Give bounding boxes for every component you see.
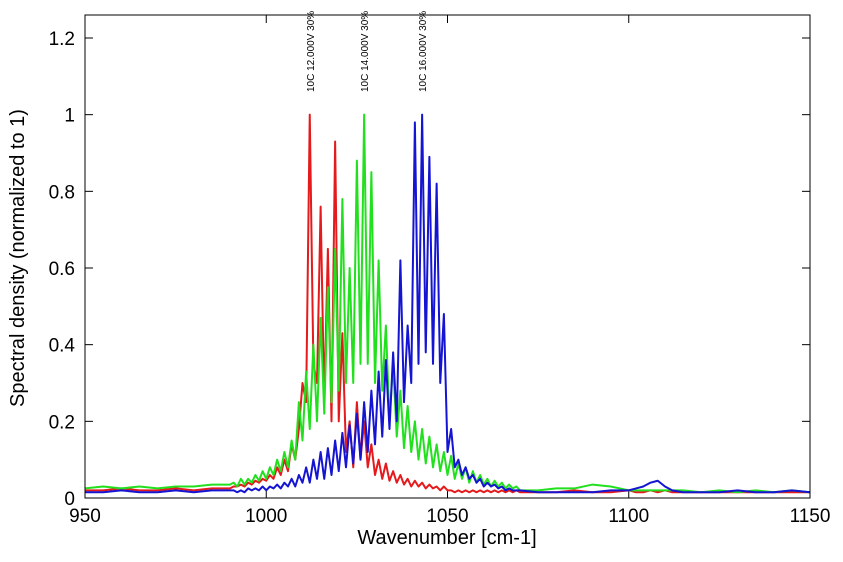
annotation: 10C 16.000V 30% [418,11,429,92]
y-tick-label: 0.4 [49,336,76,357]
series-line [84,113,811,494]
x-tick-label: 1000 [245,506,287,527]
y-tick-label: 0.6 [49,259,75,280]
y-tick-label: 0.2 [49,412,75,433]
y-tick-label: 1 [64,106,75,127]
y-tick-label: 0 [64,489,75,510]
y-axis-label: Spectral density (normalized to 1) [7,109,29,407]
annotation: 10C 14.000V 30% [360,11,371,92]
annotation: 10C 12.000V 30% [306,11,317,92]
y-tick-label: 1.2 [49,29,75,50]
x-axis-label: Wavenumber [cm-1] [357,527,536,549]
x-tick-label: 1050 [426,506,468,527]
x-tick-label: 1150 [790,506,831,527]
y-tick-label: 0.8 [49,182,75,203]
x-tick-label: 1100 [608,506,649,527]
x-tick-label: 950 [69,506,101,527]
plot-frame [84,14,811,499]
series-line [85,113,811,494]
